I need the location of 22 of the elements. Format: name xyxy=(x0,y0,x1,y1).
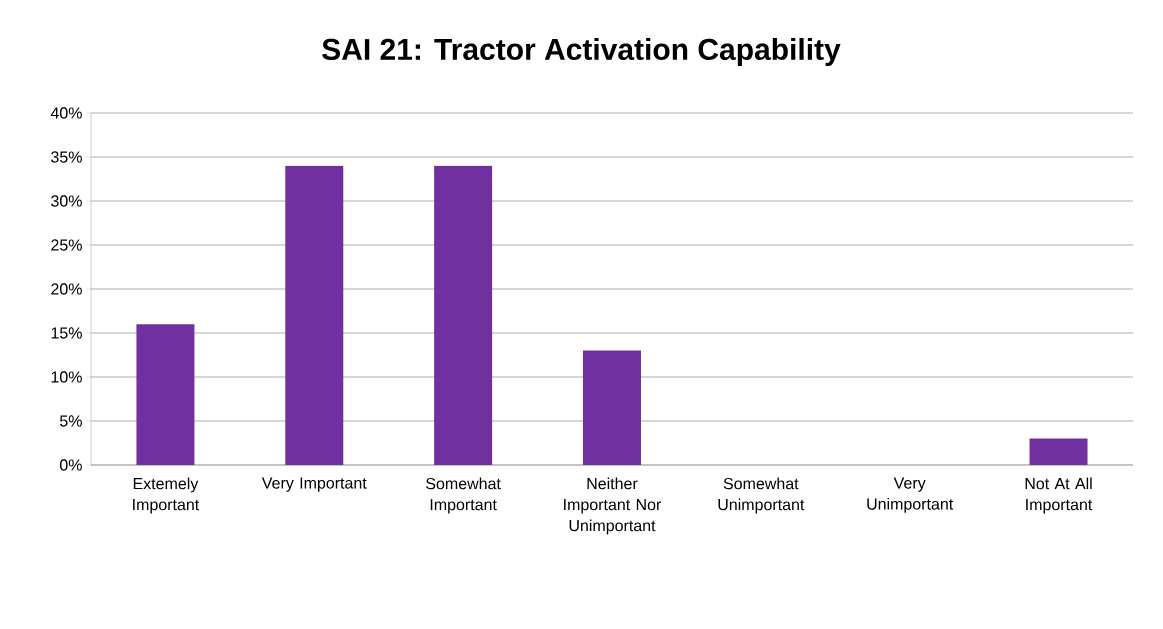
y-tick-label: 30% xyxy=(51,195,82,207)
bar xyxy=(434,165,493,465)
x-tick-label: Somewhat Unimportant xyxy=(718,477,805,514)
x-tick-label: Extemely Important xyxy=(133,477,200,514)
y-tick-label: 10% xyxy=(51,371,82,383)
chart-title: SAI 21: Tractor Activation Capability xyxy=(322,38,841,66)
x-tick-label: Neither Important Nor Unimportant xyxy=(564,477,662,535)
y-tick-label: 5% xyxy=(60,415,82,427)
bar xyxy=(582,350,641,465)
bar xyxy=(285,165,344,465)
y-tick-label: 15% xyxy=(51,327,82,339)
x-tick-label: Somewhat Important xyxy=(426,477,501,514)
y-tick-label: 40% xyxy=(50,107,82,119)
bar xyxy=(136,324,195,465)
bar xyxy=(1029,438,1088,465)
x-tick-label: Very Important xyxy=(261,477,367,492)
y-tick-label: 20% xyxy=(51,283,82,295)
y-tick-label: 25% xyxy=(51,239,82,251)
y-tick-label: 0% xyxy=(59,459,82,471)
y-tick-label: 35% xyxy=(51,151,82,163)
x-tick-label: Very Unimportant xyxy=(867,477,954,513)
x-tick-label: Not At All Important xyxy=(1025,477,1093,514)
